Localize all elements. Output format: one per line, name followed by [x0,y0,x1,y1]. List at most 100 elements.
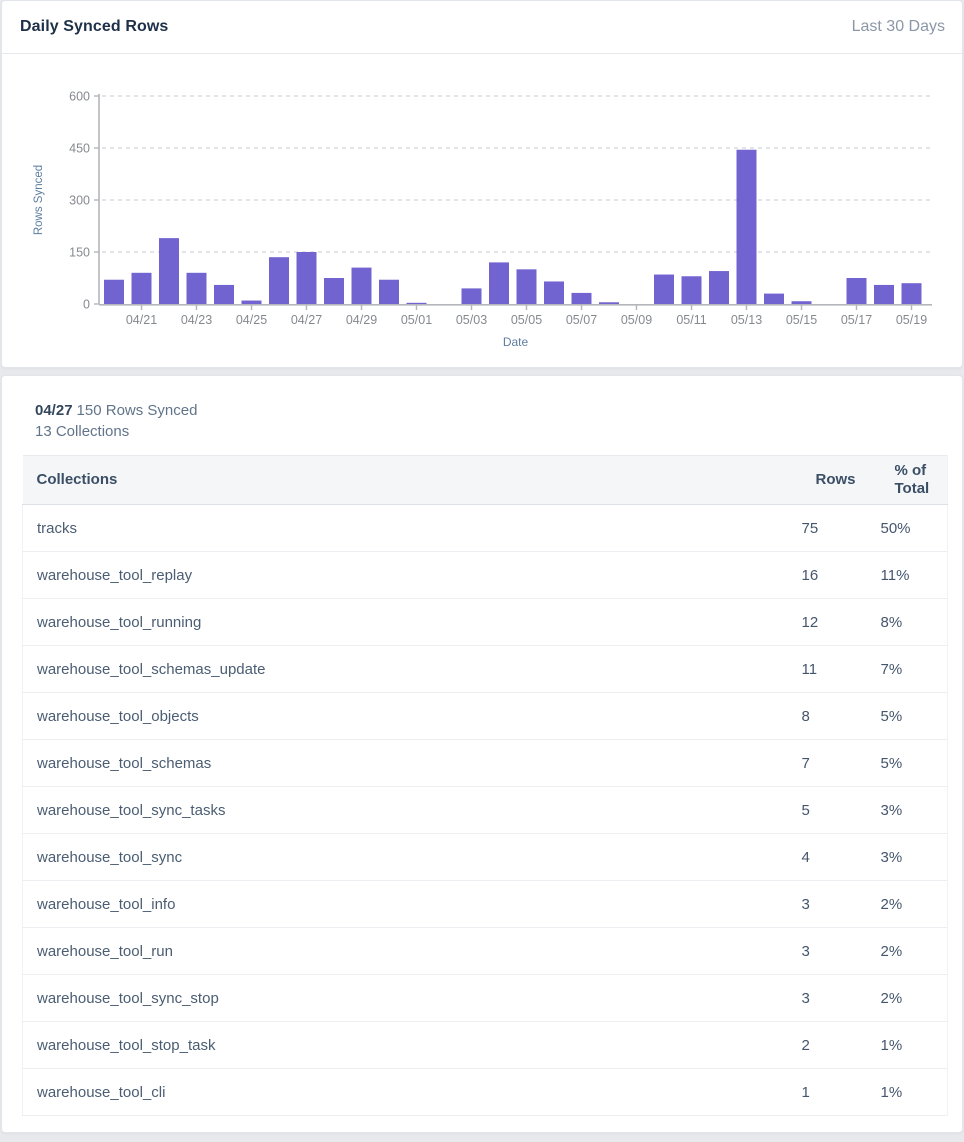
x-tick-label-05/01: 05/01 [401,313,432,327]
selected-day-detail-card: 04/27 150 Rows Synced 13 Collections Coll… [1,375,963,1133]
collection-name: warehouse_tool_running [22,598,802,646]
collection-name: warehouse_tool_sync [22,833,802,881]
bar-05/05[interactable] [516,269,537,304]
collection-pct-of-total: 7% [880,645,948,693]
page-title: Daily Synced Rows [20,18,169,35]
bar-04/24[interactable] [214,284,234,304]
collection-pct-of-total: 5% [880,739,948,787]
collection-rows-count: 7 [801,739,881,787]
table-row: warehouse_tool_replay 16 11% [22,551,948,599]
table-row: warehouse_tool_running 12 8% [22,598,948,646]
x-tick-label-05/05: 05/05 [511,313,542,327]
collection-pct-of-total: 3% [880,786,948,834]
bar-04/22[interactable] [159,238,179,304]
y-tick-label-0: 0 [83,298,90,312]
table-row: warehouse_tool_sync_tasks 5 3% [22,786,948,834]
collection-rows-count: 4 [801,833,881,881]
collection-name: warehouse_tool_run [22,927,802,975]
collection-rows-count: 3 [801,927,881,975]
collection-rows-count: 3 [801,974,881,1022]
bar-05/08[interactable] [599,302,619,304]
summary-line-1: 04/27 150 Rows Synced [35,400,929,421]
collection-rows-count: 5 [801,786,881,834]
collection-name: warehouse_tool_info [22,880,802,928]
bar-05/15[interactable] [791,301,812,304]
x-tick-label-05/09: 05/09 [621,313,652,327]
daily-rows-chart: 0 150 300 450 600 04/21 04/23 04/25 04/27 04/29 05… [33,90,932,349]
daily-synced-rows-card: Daily Synced Rows Last 30 Days 0 150 300 45… [1,0,963,368]
bar-04/30[interactable] [379,279,399,304]
collection-pct-of-total: 8% [880,598,948,646]
bar-05/07[interactable] [571,292,592,304]
collection-name: warehouse_tool_sync_stop [22,974,802,1022]
bar-05/06[interactable] [544,281,564,304]
collection-pct-of-total: 50% [880,504,948,552]
table-row: warehouse_tool_run 3 2% [22,927,948,975]
bar-05/11[interactable] [681,276,702,304]
y-tick-label-150: 150 [69,246,90,260]
collection-pct-of-total: 11% [880,551,948,599]
bar-05/04[interactable] [489,262,509,304]
collections-table: Collections Rows % of Total tracks 75 50% w… [22,455,948,1116]
bar-05/01[interactable] [406,302,427,304]
column-header-collections: Collections [22,455,802,505]
column-header-pct-of-total: % of Total [880,455,948,505]
collection-pct-of-total: 2% [880,880,948,928]
collection-name: tracks [22,504,802,552]
collection-pct-of-total: 2% [880,927,948,975]
collection-name: warehouse_tool_replay [22,551,802,599]
selected-date: 04/27 [35,402,73,419]
collection-pct-of-total: 3% [880,833,948,881]
collection-rows-count: 16 [801,551,881,599]
bar-04/25[interactable] [241,300,262,304]
bar-05/18[interactable] [874,284,894,304]
bar-05/03[interactable] [461,288,482,304]
bar-04/27[interactable] [296,252,317,304]
table-header-row: Collections Rows % of Total [22,455,948,505]
collection-name: warehouse_tool_schemas_update [22,645,802,693]
selected-day-summary: 04/27 150 Rows Synced 13 Collections [2,400,962,442]
x-tick-label-04/23: 04/23 [181,313,212,327]
table-row: warehouse_tool_schemas_update 11 7% [22,645,948,693]
x-tick-label-05/11: 05/11 [676,313,706,327]
table-row: warehouse_tool_sync_stop 3 2% [22,974,948,1022]
x-tick-label-05/07: 05/07 [566,313,597,327]
bar-05/12[interactable] [709,271,729,304]
bar-04/28[interactable] [324,278,344,304]
card-header: Daily Synced Rows Last 30 Days [2,1,962,54]
collection-rows-count: 11 [801,645,881,693]
bar-04/20[interactable] [104,279,124,304]
bar-05/17[interactable] [846,278,867,304]
collections-count-text: 13 Collections [35,423,130,440]
x-tick-label-05/03: 05/03 [456,313,487,327]
x-tick-label-05/17: 05/17 [841,313,872,327]
collection-rows-count: 1 [801,1068,881,1116]
bar-05/10[interactable] [654,274,674,304]
column-header-rows: Rows [801,455,881,505]
bar-05/13[interactable] [736,149,757,304]
collections-table-body: tracks 75 50% warehouse_tool_replay 16 11% war… [22,504,948,1116]
bar-04/23[interactable] [186,272,207,304]
card-divider [0,368,964,375]
bar-04/26[interactable] [269,257,289,304]
table-row: warehouse_tool_stop_task 2 1% [22,1021,948,1069]
bar-05/19[interactable] [901,283,922,304]
y-tick-label-450: 450 [69,142,90,156]
chart-container: 0 150 300 450 600 04/21 04/23 04/25 04/27 04/29 05… [2,54,964,367]
y-axis-title: Rows Synced [33,165,45,235]
x-tick-label-05/13: 05/13 [731,313,762,327]
x-tick-label-05/19: 05/19 [896,313,927,327]
y-tick-label-600: 600 [69,90,90,104]
bar-05/14[interactable] [764,293,784,304]
bar-04/29[interactable] [351,267,372,304]
table-row: warehouse_tool_cli 1 1% [22,1068,948,1116]
collection-pct-of-total: 1% [880,1021,948,1069]
bar-04/21[interactable] [131,272,152,304]
collection-pct-of-total: 2% [880,974,948,1022]
collection-name: warehouse_tool_schemas [22,739,802,787]
y-tick-label-300: 300 [69,194,90,208]
table-row: warehouse_tool_objects 8 5% [22,692,948,740]
collection-rows-count: 3 [801,880,881,928]
collection-pct-of-total: 5% [880,692,948,740]
x-tick-label-04/29: 04/29 [346,313,377,327]
